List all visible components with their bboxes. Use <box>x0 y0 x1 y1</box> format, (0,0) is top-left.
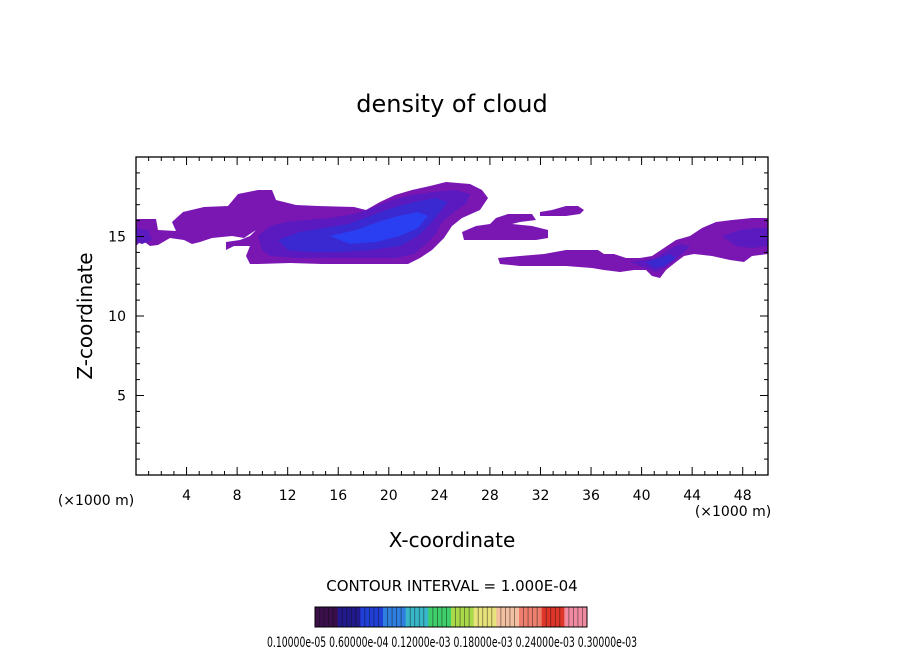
colorbar-swatch <box>428 607 452 627</box>
x-tick-label: 24 <box>430 488 448 504</box>
x-tick-label: 20 <box>380 488 398 504</box>
x-tick-label: 4 <box>182 488 191 504</box>
z-axis-tick-labels: 5 10 15 <box>108 230 126 405</box>
contour-interval-text: CONTOUR INTERVAL = 1.000E-04 <box>326 577 577 595</box>
x-tick-label: 28 <box>481 488 499 504</box>
x-unit-right: (×1000 m) <box>695 504 771 520</box>
colorbar <box>315 607 588 627</box>
x-tick-label: 32 <box>532 488 550 504</box>
x-axis-tick-labels: 4 8 12 16 20 24 28 32 36 40 44 48 <box>182 488 752 504</box>
colorbar-swatch <box>405 607 429 627</box>
cloud-density-field <box>136 182 768 278</box>
cloud-level-1-region-right <box>498 218 768 278</box>
colorbar-swatch <box>315 607 339 627</box>
colorbar-swatch <box>337 607 361 627</box>
x-tick-label: 8 <box>233 488 242 504</box>
colorbar-swatch <box>451 607 475 627</box>
colorbar-swatch <box>519 607 543 627</box>
x-unit-left: (×1000 m) <box>58 493 134 509</box>
cloud-level-2-region-far-right <box>722 228 768 248</box>
colorbar-swatch <box>360 607 384 627</box>
colorbar-labels: 0.10000e-05 0.60000e-04 0.12000e-03 0.18… <box>267 635 637 651</box>
z-tick-label: 5 <box>117 389 126 405</box>
z-axis-label: Z-coordinate <box>73 252 97 379</box>
z-axis-ticks <box>136 172 768 460</box>
x-tick-label: 48 <box>734 488 752 504</box>
cloud-level-3-region-core <box>278 198 448 252</box>
cloud-level-1-region-patch <box>462 214 548 240</box>
cloud-level-3-region-right <box>646 254 676 268</box>
colorbar-swatch <box>496 607 520 627</box>
chart-title: density of cloud <box>356 90 547 118</box>
colorbar-swatch <box>564 607 588 627</box>
x-axis-label: X-coordinate <box>389 528 516 552</box>
x-axis-ticks <box>148 157 756 475</box>
colorbar-swatch <box>473 607 497 627</box>
z-tick-label: 10 <box>108 309 126 325</box>
colorbar-frame <box>314 606 588 628</box>
x-tick-label: 44 <box>683 488 701 504</box>
x-tick-label: 12 <box>279 488 297 504</box>
x-tick-label: 40 <box>633 488 651 504</box>
cloud-level-4-region-core <box>330 212 428 244</box>
x-tick-label: 36 <box>582 488 600 504</box>
colorbar-swatch <box>383 607 407 627</box>
cloud-level-1-region-dot <box>540 206 584 216</box>
x-tick-label: 16 <box>329 488 347 504</box>
colorbar-swatch <box>541 607 565 627</box>
z-tick-label: 15 <box>108 230 126 246</box>
